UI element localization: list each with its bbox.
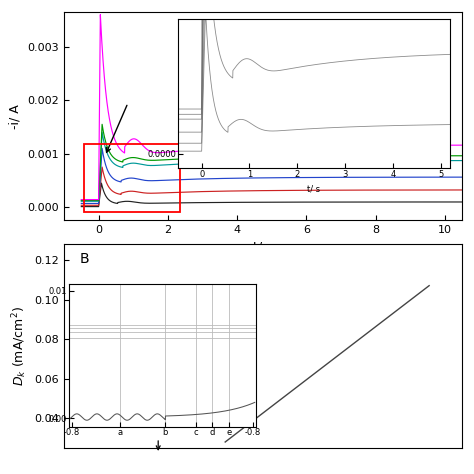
Text: B: B (80, 252, 90, 266)
X-axis label: t/ s: t/ s (253, 241, 273, 254)
Text: 1a: 1a (426, 24, 442, 37)
Y-axis label: -i/ A: -i/ A (9, 104, 22, 128)
X-axis label: t/ s: t/ s (308, 184, 320, 193)
Y-axis label: $D_k\ \mathregular{(mA/cm^2)}$: $D_k\ \mathregular{(mA/cm^2)}$ (10, 306, 29, 386)
Bar (84, 144, 180, 211)
